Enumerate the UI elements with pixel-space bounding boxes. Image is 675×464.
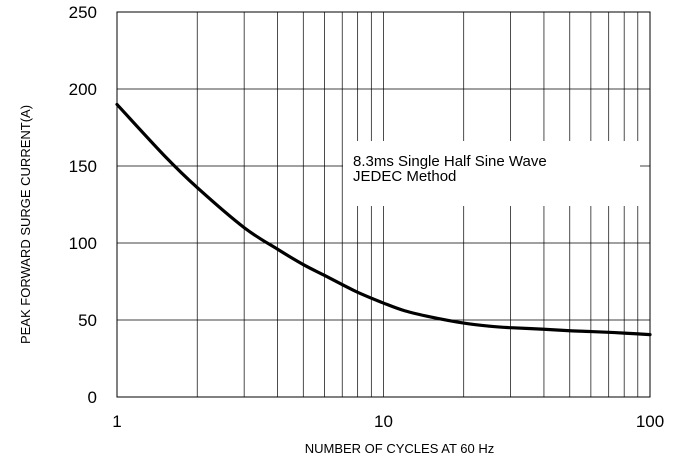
annotation-line-1: 8.3ms Single Half Sine Wave	[353, 153, 547, 170]
x-tick-label: 100	[636, 412, 664, 431]
y-tick-label: 0	[88, 388, 97, 407]
plot-frame	[116, 11, 651, 398]
y-axis-label: PEAK FORWARD SURGE CURRENT(A)	[18, 105, 33, 344]
annotation-background	[343, 141, 640, 206]
y-tick-label: 150	[69, 157, 97, 176]
series-line-0	[115, 102, 652, 337]
x-axis-label: NUMBER OF CYCLES AT 60 Hz	[305, 441, 495, 456]
y-tick-label: 250	[69, 3, 97, 22]
y-tick-label: 100	[69, 234, 97, 253]
y-tick-label: 50	[78, 311, 97, 330]
y-tick-label: 200	[69, 80, 97, 99]
series	[115, 102, 652, 337]
x-tick-label: 1	[112, 412, 121, 431]
y-tick-labels: 0 50 100 150 200 250	[69, 3, 97, 407]
x-tick-label: 10	[374, 412, 393, 431]
annotation-line-2: JEDEC Method	[353, 168, 456, 185]
x-tick-labels: 1 10 100	[112, 412, 664, 431]
